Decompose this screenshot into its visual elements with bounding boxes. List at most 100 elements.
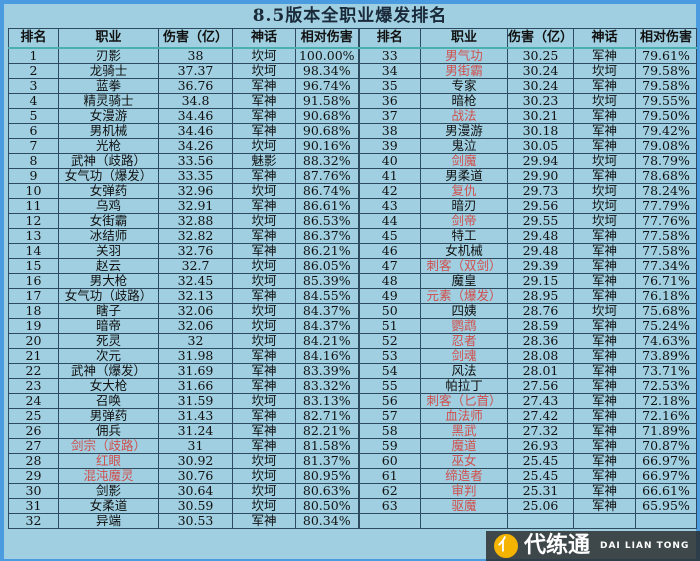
class-cell: 男漫游 xyxy=(420,123,508,139)
rank-cell: 43 xyxy=(357,198,421,214)
damage-cell: 25.06 xyxy=(507,498,574,514)
relative-cell: 66.61% xyxy=(635,483,697,499)
class-cell: 暗刃 xyxy=(420,198,508,214)
relative-cell: 84.37% xyxy=(295,318,359,334)
table-row: 10 女弹药 32.96 坎坷 86.74% 42 复仇 29.73 坎坷 78.24% xyxy=(8,183,697,199)
rank-cell: 15 xyxy=(8,258,59,274)
damage-cell: 28.36 xyxy=(507,333,574,349)
damage-cell: 38 xyxy=(158,47,233,64)
myth-cell: 军神 xyxy=(573,393,636,409)
damage-cell: 29.55 xyxy=(507,213,574,229)
class-cell: 女机械 xyxy=(420,243,508,259)
rank-cell: 10 xyxy=(8,183,59,199)
rank-cell: 17 xyxy=(8,288,59,304)
myth-cell: 坎坷 xyxy=(232,258,296,274)
rank-cell: 27 xyxy=(8,438,59,454)
rank-cell: 13 xyxy=(8,228,59,244)
table-row: 13 冰结师 32.82 军神 86.37% 45 特工 29.48 军神 77.58% xyxy=(8,228,697,244)
rank-cell: 53 xyxy=(357,348,421,364)
class-cell: 死灵 xyxy=(58,333,159,349)
class-cell: 武神（歧路） xyxy=(58,153,159,169)
rank-cell: 57 xyxy=(357,408,421,424)
damage-cell: 32.45 xyxy=(158,273,233,289)
class-cell: 剑帝 xyxy=(420,213,508,229)
relative-cell: 83.32% xyxy=(295,378,359,394)
myth-cell: 军神 xyxy=(232,78,296,94)
rank-cell: 19 xyxy=(8,318,59,334)
class-cell: 女弹药 xyxy=(58,183,159,199)
damage-cell: 33.35 xyxy=(158,168,233,184)
damage-cell: 30.21 xyxy=(507,108,574,124)
relative-cell: 84.21% xyxy=(295,333,359,349)
damage-cell: 30.18 xyxy=(507,123,574,139)
table-row: 23 女大枪 31.66 军神 83.32% 55 帕拉丁 27.56 军神 72.53% xyxy=(8,378,697,394)
damage-cell: 29.48 xyxy=(507,228,574,244)
table-row: 5 女漫游 34.46 军神 90.68% 37 战法 30.21 军神 79.50% xyxy=(8,108,697,124)
myth-cell: 军神 xyxy=(573,273,636,289)
damage-cell: 32 xyxy=(158,333,233,349)
class-cell: 召唤 xyxy=(58,393,159,409)
damage-cell: 37.37 xyxy=(158,63,233,79)
class-cell: 专家 xyxy=(420,78,508,94)
damage-cell: 31.43 xyxy=(158,408,233,424)
rank-cell: 25 xyxy=(8,408,59,424)
damage-cell: 31.69 xyxy=(158,363,233,379)
rank-cell: 39 xyxy=(357,138,421,154)
relative-cell: 77.58% xyxy=(635,243,697,259)
table-row: 26 佣兵 31.24 军神 82.21% 58 黑武 27.32 军神 71.89% xyxy=(8,423,697,439)
myth-cell: 坎坷 xyxy=(573,93,636,109)
relative-cell: 75.24% xyxy=(635,318,697,334)
header-rank: 排名 xyxy=(357,28,421,49)
relative-cell: 86.53% xyxy=(295,213,359,229)
table-row: 27 剑宗（歧路） 31 军神 81.58% 59 魔道 26.93 军神 70.87% xyxy=(8,438,697,454)
myth-cell: 军神 xyxy=(232,243,296,259)
relative-cell: 87.76% xyxy=(295,168,359,184)
damage-cell: 29.15 xyxy=(507,273,574,289)
relative-cell: 72.16% xyxy=(635,408,697,424)
myth-cell: 军神 xyxy=(573,453,636,469)
rank-cell: 6 xyxy=(8,123,59,139)
rank-cell: 33 xyxy=(357,47,421,64)
relative-cell: 72.53% xyxy=(635,378,697,394)
class-cell: 巫女 xyxy=(420,453,508,469)
damage-cell: 32.06 xyxy=(158,303,233,319)
damage-cell: 32.13 xyxy=(158,288,233,304)
table-row: 9 女气功（爆发） 33.35 军神 87.76% 41 男柔道 29.90 军神 78.68% xyxy=(8,168,697,184)
table-row: 11 乌鸡 32.91 军神 86.61% 43 暗刃 29.56 坎坷 77.79% xyxy=(8,198,697,214)
header-class: 职业 xyxy=(58,28,159,49)
class-cell: 光枪 xyxy=(58,138,159,154)
myth-cell: 军神 xyxy=(573,498,636,514)
damage-cell: 29.56 xyxy=(507,198,574,214)
table-row: 6 男机械 34.46 军神 90.68% 38 男漫游 30.18 军神 79.42% xyxy=(8,123,697,139)
rank-cell: 49 xyxy=(357,288,421,304)
myth-cell: 坎坷 xyxy=(232,393,296,409)
class-cell: 暗枪 xyxy=(420,93,508,109)
damage-cell: 30.92 xyxy=(158,453,233,469)
damage-cell: 29.90 xyxy=(507,168,574,184)
relative-cell: 76.71% xyxy=(635,273,697,289)
myth-cell: 坎坷 xyxy=(232,213,296,229)
relative-cell: 96.74% xyxy=(295,78,359,94)
myth-cell: 坎坷 xyxy=(232,483,296,499)
damage-cell: 28.59 xyxy=(507,318,574,334)
myth-cell: 坎坷 xyxy=(232,453,296,469)
table-row: 28 红眼 30.92 坎坷 81.37% 60 巫女 25.45 军神 66.97% xyxy=(8,453,697,469)
rank-cell: 51 xyxy=(357,318,421,334)
class-cell: 刺客（双剑） xyxy=(420,258,508,274)
myth-cell: 军神 xyxy=(232,348,296,364)
sheet-title: 8.5版本全职业爆发排名 xyxy=(252,6,448,26)
rank-cell: 24 xyxy=(8,393,59,409)
relative-cell: 98.34% xyxy=(295,63,359,79)
table-row: 32 异端 30.53 军神 80.34% xyxy=(8,513,697,529)
rank-cell: 35 xyxy=(357,78,421,94)
class-cell: 瞎子 xyxy=(58,303,159,319)
class-cell: 男机械 xyxy=(58,123,159,139)
class-cell: 复仇 xyxy=(420,183,508,199)
myth-cell: 坎坷 xyxy=(232,318,296,334)
damage-cell: 31 xyxy=(158,438,233,454)
class-cell: 驱魔 xyxy=(420,498,508,514)
relative-cell: 65.95% xyxy=(635,498,697,514)
myth-cell: 军神 xyxy=(573,438,636,454)
class-cell: 冰结师 xyxy=(58,228,159,244)
class-cell: 缔造者 xyxy=(420,468,508,484)
